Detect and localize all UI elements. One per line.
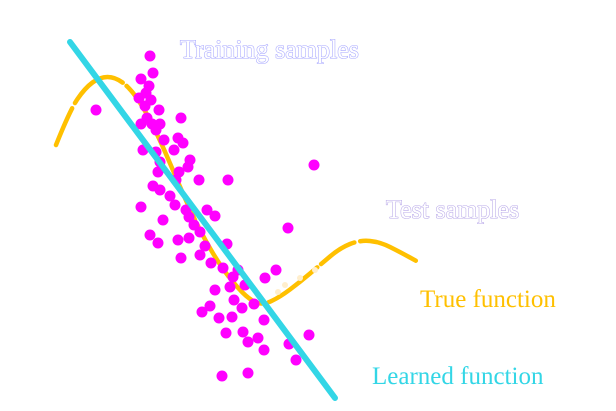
training-sample-point	[209, 284, 221, 296]
training-sample-point	[182, 161, 194, 173]
training-sample-point	[258, 344, 270, 356]
training-sample-point	[303, 329, 315, 341]
training-samples-label: Training samples	[180, 35, 359, 64]
training-sample-point	[236, 302, 248, 314]
training-sample-point	[193, 174, 205, 186]
training-sample-point	[242, 367, 254, 379]
training-sample-point	[196, 306, 208, 318]
training-sample-point	[213, 312, 225, 324]
training-sample-point	[183, 232, 195, 244]
training-sample-point	[194, 226, 206, 238]
test-sample-point	[312, 267, 318, 273]
training-sample-point	[259, 272, 271, 284]
training-sample-point	[164, 190, 176, 202]
training-sample-point	[133, 92, 145, 104]
test-sample-point	[297, 275, 303, 281]
training-sample-point	[135, 118, 147, 130]
training-sample-point	[153, 104, 165, 116]
learned-function-line	[67, 39, 338, 401]
training-sample-point	[204, 300, 216, 312]
training-sample-point	[150, 124, 162, 136]
training-sample-point	[135, 201, 147, 213]
training-sample-point	[258, 314, 270, 326]
training-sample-point	[220, 327, 232, 339]
training-sample-point	[157, 214, 169, 226]
training-sample-point	[177, 137, 189, 149]
training-sample-point	[290, 354, 302, 366]
training-sample-point	[224, 281, 236, 293]
test-sample-point	[282, 282, 288, 288]
training-samples-layer	[90, 50, 320, 382]
training-sample-point	[217, 262, 229, 274]
training-sample-point	[222, 174, 234, 186]
training-sample-point	[252, 332, 264, 344]
test-samples-layer	[275, 267, 318, 295]
training-sample-point	[228, 294, 240, 306]
training-sample-point	[152, 237, 164, 249]
training-sample-point	[216, 370, 228, 382]
training-sample-point	[154, 184, 166, 196]
training-sample-point	[172, 234, 184, 246]
training-sample-point	[90, 104, 102, 116]
learned-function-label: Learned function	[372, 363, 544, 390]
training-sample-point	[152, 166, 164, 178]
training-sample-point	[175, 112, 187, 124]
training-sample-point	[226, 311, 238, 323]
test-samples-label: Test samples	[386, 195, 519, 224]
training-sample-point	[135, 73, 147, 85]
training-sample-point	[144, 229, 156, 241]
training-sample-point	[158, 134, 170, 146]
training-sample-point	[248, 298, 260, 310]
training-sample-point	[227, 271, 239, 283]
training-sample-point	[237, 326, 249, 338]
training-sample-point	[205, 257, 217, 269]
learned-function-layer	[67, 39, 338, 401]
training-sample-point	[169, 199, 181, 211]
training-sample-point	[183, 211, 195, 223]
training-sample-point	[201, 204, 213, 216]
training-sample-point	[308, 159, 320, 171]
test-sample-point	[275, 289, 281, 295]
training-sample-point	[209, 210, 221, 222]
training-sample-point	[168, 144, 180, 156]
training-sample-point	[194, 249, 206, 261]
true-function-label: True function	[420, 286, 556, 313]
training-sample-point	[199, 240, 211, 252]
training-sample-point	[270, 264, 282, 276]
training-sample-point	[147, 67, 159, 79]
training-sample-point	[139, 100, 151, 112]
training-sample-point	[242, 336, 254, 348]
training-sample-point	[282, 222, 294, 234]
training-sample-point	[175, 252, 187, 264]
training-sample-point	[144, 50, 156, 62]
